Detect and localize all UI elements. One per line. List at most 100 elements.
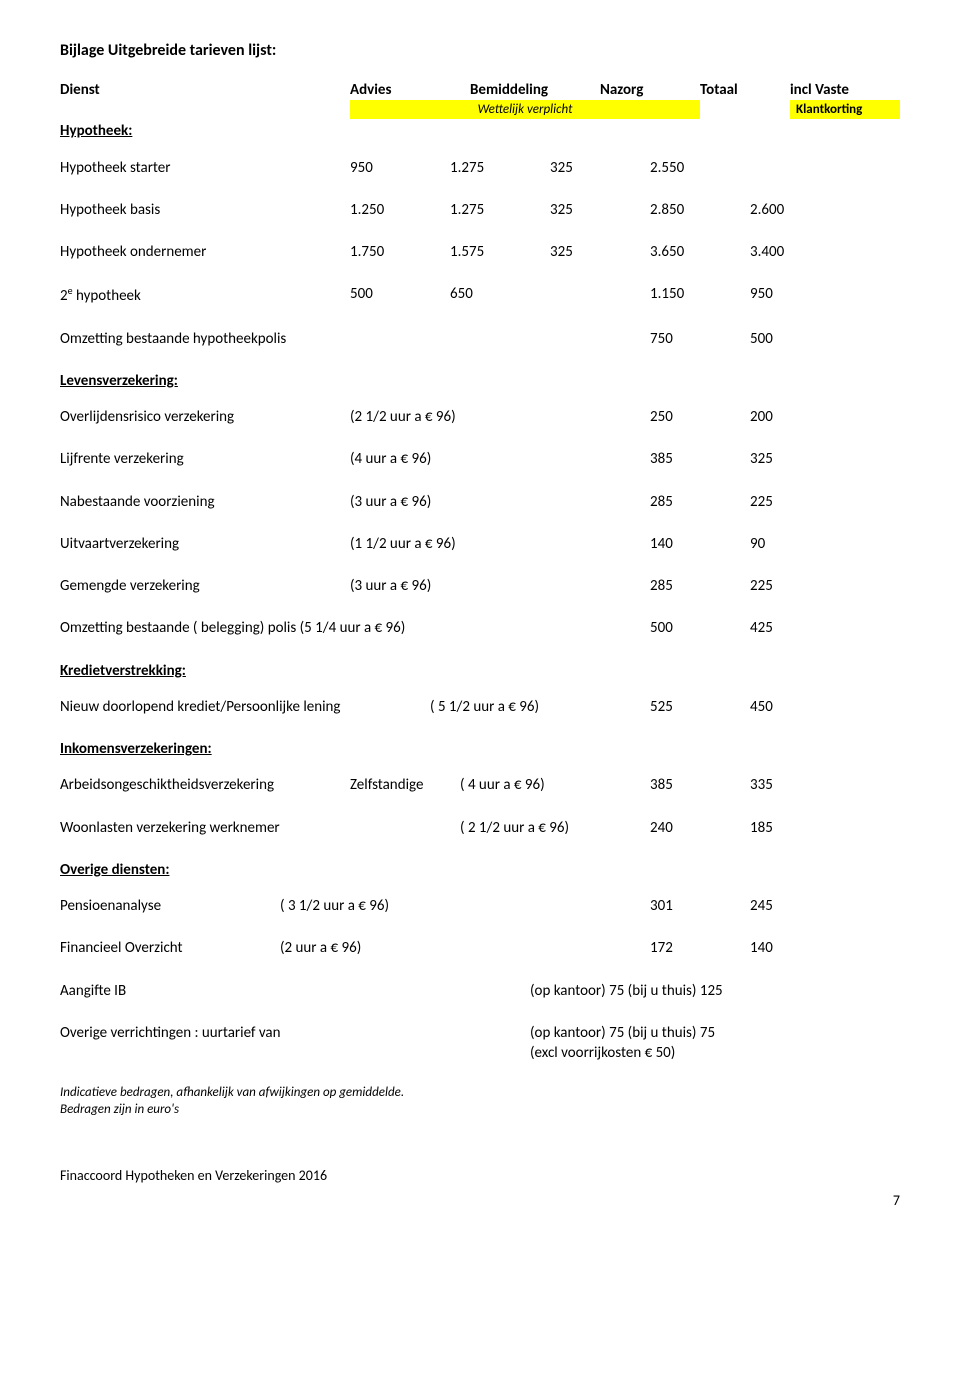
cell: 185 [750, 818, 850, 838]
cell: 750 [650, 329, 750, 349]
table-row: Nieuw doorlopend krediet/Persoonlijke le… [60, 697, 900, 717]
cell: 240 [650, 818, 750, 838]
row-label: Hypotheek ondernemer [60, 242, 350, 262]
table-row: Woonlasten verzekering werknemer ( 2 1/2… [60, 818, 900, 838]
cell: 450 [750, 697, 850, 717]
time-spec: ( 2 1/2 uur a € 96) [460, 818, 650, 838]
table-header: Dienst Advies Bemiddeling Nazorg Totaal … [60, 80, 900, 100]
cell: (op kantoor) 75 (bij u thuis) 125 [530, 981, 900, 1001]
time-spec: ( 5 1/2 uur a € 96) [430, 697, 650, 717]
cell: 950 [750, 284, 850, 306]
page-number: 7 [60, 1192, 900, 1211]
header-dienst: Dienst [60, 80, 350, 100]
table-row: Aangifte IB (op kantoor) 75 (bij u thuis… [60, 981, 900, 1001]
cell: 90 [750, 534, 850, 554]
table-row: Lijfrente verzekering (4 uur a € 96) 385… [60, 449, 900, 469]
cell: 385 [650, 775, 750, 795]
cell: 500 [650, 618, 750, 638]
row-label: Aangifte IB [60, 981, 530, 1001]
cell: 140 [750, 938, 850, 958]
header-incl-vaste: incl Vaste [790, 80, 900, 100]
row-label: Gemengde verzekering [60, 576, 350, 596]
footer-text: Finaccoord Hypotheken en Verzekeringen 2… [60, 1167, 900, 1186]
cell: 301 [650, 896, 750, 916]
row-label: Nieuw doorlopend krediet/Persoonlijke le… [60, 697, 430, 717]
row-label: Omzetting bestaande hypotheekpolis [60, 329, 550, 349]
table-row: Arbeidsongeschiktheidsverzekering Zelfst… [60, 775, 900, 795]
cell: 950 [350, 158, 450, 178]
section-hypotheek: Hypotheek: [60, 121, 900, 141]
cell [550, 284, 650, 306]
cell: 1.150 [650, 284, 750, 306]
row-label: Hypotheek starter [60, 158, 350, 178]
header-advies: Advies [350, 80, 470, 100]
cell: 1.750 [350, 242, 450, 262]
cell: 2.600 [750, 200, 850, 220]
subheader-klantkorting: Klantkorting [790, 100, 900, 120]
row-label: 2e hypotheek [60, 284, 350, 306]
row-label: Hypotheek basis [60, 200, 350, 220]
time-spec: (3 uur a € 96) [350, 576, 650, 596]
cell: 385 [650, 449, 750, 469]
text: hypotheek [73, 287, 141, 305]
cell: Zelfstandige [350, 775, 460, 795]
cell: 525 [650, 697, 750, 717]
section-krediet: Kredietverstrekking: [60, 661, 900, 681]
row-label: Uitvaartverzekering [60, 534, 350, 554]
section-inkomen: Inkomensverzekeringen: [60, 739, 900, 759]
cell: 225 [750, 492, 850, 512]
table-row: Financieel Overzicht (2 uur a € 96) 172 … [60, 938, 900, 958]
cell: 1.250 [350, 200, 450, 220]
cell: 500 [750, 329, 850, 349]
footnote: Indicatieve bedragen, afhankelijk van af… [60, 1085, 900, 1119]
cell: 335 [750, 775, 850, 795]
row-label: Pensioenanalyse [60, 896, 280, 916]
cell: 245 [750, 896, 850, 916]
row-label: Arbeidsongeschiktheidsverzekering [60, 775, 350, 795]
text: (op kantoor) 75 (bij u thuis) 75 [530, 1023, 900, 1043]
cell: 425 [750, 618, 850, 638]
text: 2 [60, 287, 68, 305]
time-spec: (2 uur a € 96) [280, 938, 650, 958]
cell [550, 329, 650, 349]
header-nazorg: Nazorg [600, 80, 700, 100]
cell: 325 [550, 158, 650, 178]
time-spec: (2 1/2 uur a € 96) [350, 407, 650, 427]
cell: 500 [350, 284, 450, 306]
time-spec: ( 4 uur a € 96) [460, 775, 650, 795]
time-spec: (4 uur a € 96) [350, 449, 650, 469]
table-row: Hypotheek basis 1.250 1.275 325 2.850 2.… [60, 200, 900, 220]
cell: 140 [650, 534, 750, 554]
table-row: Gemengde verzekering (3 uur a € 96) 285 … [60, 576, 900, 596]
row-label: Woonlasten verzekering werknemer [60, 818, 460, 838]
cell: 2.850 [650, 200, 750, 220]
row-label: Nabestaande voorziening [60, 492, 350, 512]
table-subheader: Wettelijk verplicht Klantkorting [60, 100, 900, 120]
section-levensverzekering: Levensverzekering: [60, 371, 900, 391]
cell: 250 [650, 407, 750, 427]
table-row: Uitvaartverzekering (1 1/2 uur a € 96) 1… [60, 534, 900, 554]
cell: 1.275 [450, 158, 550, 178]
cell: 325 [750, 449, 850, 469]
cell: 225 [750, 576, 850, 596]
table-row: Omzetting bestaande hypotheekpolis 750 5… [60, 329, 900, 349]
row-label: Financieel Overzicht [60, 938, 280, 958]
cell: (op kantoor) 75 (bij u thuis) 75 (excl v… [530, 1023, 900, 1064]
cell: 285 [650, 576, 750, 596]
cell: 285 [650, 492, 750, 512]
cell: 3.650 [650, 242, 750, 262]
row-label: Overige verrichtingen : uurtarief van [60, 1023, 530, 1064]
cell: 2.550 [650, 158, 750, 178]
footnote-line: Bedragen zijn in euro's [60, 1102, 900, 1119]
table-row: Hypotheek starter 950 1.275 325 2.550 [60, 158, 900, 178]
cell: 1.575 [450, 242, 550, 262]
table-row: Nabestaande voorziening (3 uur a € 96) 2… [60, 492, 900, 512]
subheader-wettelijk: Wettelijk verplicht [350, 100, 700, 120]
cell: 325 [550, 242, 650, 262]
time-spec: ( 3 1/2 uur a € 96) [280, 896, 650, 916]
cell: 325 [550, 200, 650, 220]
cell: 1.275 [450, 200, 550, 220]
page-title: Bijlage Uitgebreide tarieven lijst: [60, 40, 900, 62]
text: (excl voorrijkosten € 50) [530, 1043, 900, 1063]
time-spec: (3 uur a € 96) [350, 492, 650, 512]
